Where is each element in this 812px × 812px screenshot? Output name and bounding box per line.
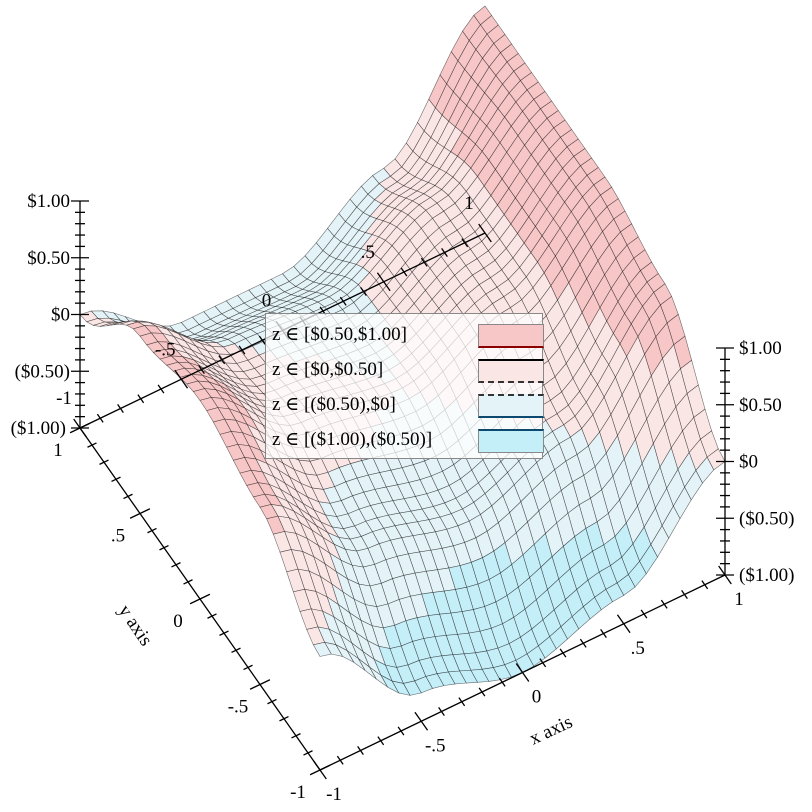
y-axis-tick	[231, 647, 241, 654]
legend-item: z ∈ [$0.50,$1.00]	[272, 321, 544, 351]
x-axis-back-tick	[137, 394, 145, 404]
y-axis-tick	[279, 715, 289, 722]
z-tick-label: $0	[739, 452, 758, 473]
legend-label: z ∈ [$0,$0.50]	[272, 359, 384, 380]
y-axis-tick	[111, 476, 121, 483]
x-axis-back-tick	[400, 267, 408, 277]
x-back-tick-label: 1	[464, 193, 474, 214]
x-axis-tick	[498, 677, 506, 687]
x-axis-back-tick	[238, 345, 246, 355]
y-axis-tick	[183, 579, 193, 585]
x-tick-label: -.5	[425, 735, 446, 756]
y-axis-tick	[129, 508, 151, 519]
x-axis-tick	[438, 707, 445, 716]
x-tick-label: 0	[532, 687, 542, 708]
y-axis-tick	[189, 593, 211, 605]
y-axis-tick	[219, 630, 229, 636]
x-axis-back-tick	[157, 384, 165, 394]
y-axis-tick	[267, 698, 277, 705]
x-axis-tick	[640, 609, 648, 619]
z-tick-label: ($1.00)	[11, 418, 66, 439]
x-axis-tick	[539, 658, 547, 668]
legend-item: z ∈ [($1.00),($0.50)]	[272, 426, 544, 456]
legend-swatch	[478, 359, 544, 383]
x-axis-back-tick	[218, 355, 226, 365]
y-axis-tick	[99, 459, 109, 465]
x-axis-back-tick	[441, 248, 448, 257]
x-axis-tick	[701, 580, 709, 590]
x-tick-label: -1	[326, 784, 342, 805]
x-axis-tick	[478, 687, 486, 697]
x-tick-label: 1	[734, 589, 744, 610]
x-axis-label: x axis	[526, 712, 576, 750]
x-axis-back-tick	[360, 287, 367, 296]
y-tick-label: -.5	[228, 697, 249, 718]
y-axis-tick	[243, 664, 253, 671]
z-tick-label: $0.50	[739, 395, 782, 416]
axes: -1-1-.5-.500.5.511-1-.50.51($1.00)($0.50…	[11, 191, 795, 805]
x-axis-back-tick	[478, 223, 492, 243]
x-axis-tick	[681, 590, 688, 599]
x-axis-tick	[660, 599, 668, 609]
x-axis-tick	[559, 648, 567, 658]
x-axis-tick	[458, 697, 466, 707]
y-axis-tick	[249, 679, 271, 690]
legend-item: z ∈ [$0,$0.50]	[272, 356, 544, 386]
x-axis-back-tick	[339, 296, 347, 306]
x-axis-tick	[377, 736, 385, 746]
z-tick-label: ($0.50)	[739, 508, 794, 529]
x-axis-back-tick	[420, 257, 428, 267]
y-tick-label: -1	[290, 782, 306, 803]
x-axis-back-tick	[461, 238, 469, 248]
y-axis-label: y axis	[114, 601, 156, 650]
y-tick-label: .5	[111, 526, 125, 547]
y-tick-label: 1	[53, 440, 63, 461]
x-axis-tick	[600, 629, 607, 638]
x-axis-tick	[336, 755, 344, 765]
y-axis-tick	[207, 613, 217, 619]
z-tick-label: $0.50	[27, 248, 70, 269]
y-axis-tick	[147, 527, 157, 534]
x-axis-back-tick	[198, 365, 205, 374]
x-back-tick-label: -.5	[155, 339, 176, 360]
x-axis-back-tick	[376, 272, 391, 292]
x-axis-tick	[397, 726, 405, 736]
legend-label: z ∈ [($1.00),($0.50)]	[272, 429, 433, 450]
y-axis-tick	[309, 764, 331, 776]
x-back-tick-label: .5	[361, 242, 375, 263]
legend-swatch	[478, 429, 544, 453]
x-axis-tick	[616, 614, 631, 634]
legend-swatch	[478, 394, 544, 418]
y-axis-tick	[303, 750, 313, 756]
z-tick-label: ($0.50)	[15, 361, 70, 382]
x-axis-back-tick	[117, 404, 124, 413]
x-axis-back-tick	[174, 369, 189, 389]
x-back-tick-label: 0	[262, 291, 272, 312]
y-axis-tick	[87, 442, 97, 448]
x-axis-tick	[414, 711, 429, 731]
x-back-tick-label: -1	[56, 388, 72, 409]
surface-patch	[312, 641, 332, 657]
legend-label: z ∈ [($0.50),$0]	[272, 394, 396, 415]
x-axis-tick	[515, 663, 530, 682]
x-axis-back-tick	[96, 413, 104, 423]
y-axis-tick	[171, 562, 181, 568]
z-tick-label: $1.00	[739, 338, 782, 359]
y-axis-tick	[123, 493, 133, 500]
legend-swatch	[478, 324, 544, 348]
y-axis-tick	[291, 733, 301, 739]
z-tick-label: $1.00	[27, 191, 70, 212]
legend-item: z ∈ [($0.50),$0]	[272, 391, 544, 421]
legend-label: z ∈ [$0.50,$1.00]	[272, 324, 407, 345]
z-tick-label: ($1.00)	[739, 565, 794, 586]
x-axis-tick	[579, 638, 587, 648]
y-tick-label: 0	[173, 611, 183, 632]
z-tick-label: $0	[51, 305, 70, 326]
x-axis-tick	[357, 746, 364, 755]
x-tick-label: .5	[631, 638, 645, 659]
y-axis-tick	[159, 544, 169, 551]
legend: z ∈ [$0.50,$1.00] z ∈ [$0,$0.50] z ∈ [($…	[265, 313, 544, 459]
x-axis-back-tick	[258, 335, 266, 345]
